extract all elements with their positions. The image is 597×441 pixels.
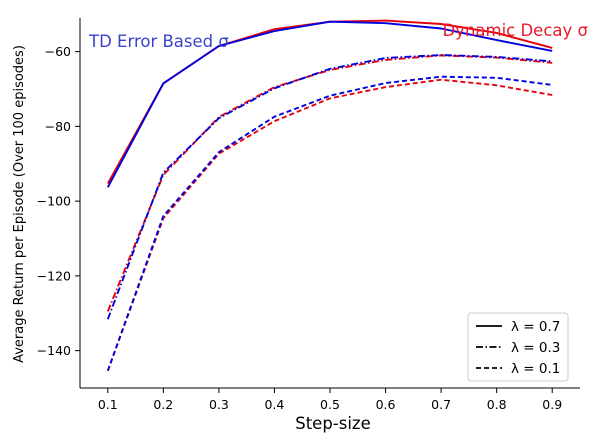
y-axis-label: Average Return per Episode (Over 100 epi… — [12, 45, 27, 363]
x-tick-label: 0.9 — [542, 397, 562, 412]
x-ticks: 0.1 0.2 0.3 0.4 0.5 0.6 0.7 0.8 0.9 — [98, 388, 562, 412]
y-tick-label: −100 — [37, 194, 71, 209]
x-tick-label: 0.3 — [209, 397, 229, 412]
x-tick-label: 0.2 — [153, 397, 173, 412]
legend: λ = 0.7 λ = 0.3 λ = 0.1 — [467, 312, 569, 382]
y-tick-label: −60 — [45, 44, 71, 59]
legend-label-2: λ = 0.1 — [511, 361, 560, 377]
annotation-td-error: TD Error Based σ — [88, 32, 229, 51]
x-tick-label: 0.5 — [320, 397, 340, 412]
series-line-td-error-lambda-01 — [106, 75, 553, 372]
annotation-dynamic-decay: Dynamic Decay σ — [442, 21, 588, 40]
legend-label-0: λ = 0.7 — [511, 319, 560, 335]
y-tick-label: −120 — [37, 268, 71, 283]
x-tick-label: 0.6 — [376, 397, 396, 412]
x-tick-label: 0.8 — [487, 397, 507, 412]
y-tick-label: −140 — [37, 343, 71, 358]
series-line-dynamic-decay-lambda-03 — [106, 54, 553, 312]
series-lines — [106, 19, 553, 372]
legend-box — [467, 312, 569, 382]
series-line-td-error-lambda-03 — [106, 54, 553, 320]
series-line-td-error-lambda-07 — [106, 20, 553, 188]
y-tick-label: −80 — [45, 119, 71, 134]
series-line-dynamic-decay-lambda-01 — [106, 78, 553, 372]
x-axis-label: Step-size — [295, 414, 371, 433]
x-tick-label: 0.4 — [264, 397, 284, 412]
x-tick-label: 0.1 — [98, 397, 118, 412]
legend-label-1: λ = 0.3 — [511, 340, 560, 356]
x-tick-label: 0.7 — [431, 397, 451, 412]
y-ticks: −140 −120 −100 −80 −60 — [37, 44, 80, 358]
